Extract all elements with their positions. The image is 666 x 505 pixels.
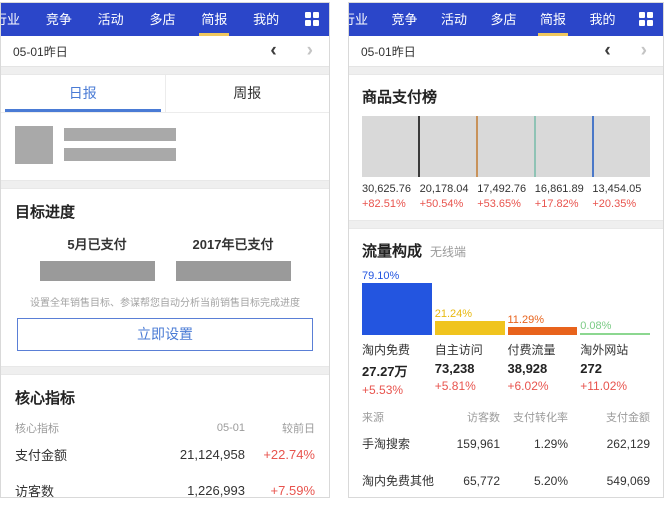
traffic-legend: 淘内免费 27.27万 +5.53% 自主访问 73,238 +5.81% 付费… <box>362 341 650 397</box>
source-table-header: 来源 访客数 支付转化率 支付金额 <box>362 412 650 424</box>
screen-product-traffic: 行业 竞争 活动 多店 简报 我的 05-01昨日 ‹ › 商品支付榜 30,6… <box>348 2 664 498</box>
goal-progress-title: 目标进度 <box>15 204 76 221</box>
traffic-subtitle: 无线端 <box>430 245 467 259</box>
apps-grid-icon[interactable] <box>639 12 654 27</box>
core-metrics-title: 核心指标 <box>15 390 76 407</box>
goal-progress-card: 目标进度 5月已支付 2017年已支付 设置全年销售目标、参谋帮您自动分析当前销… <box>1 188 329 367</box>
nav-tab-briefing[interactable]: 简报 <box>201 3 227 36</box>
nav-tab-competition[interactable]: 竞争 <box>45 12 72 27</box>
nav-tab-activity[interactable]: 活动 <box>97 12 124 27</box>
core-metrics-card: 核心指标 核心指标 05-01 较前日 支付金额 21,124,958 +22.… <box>1 374 329 498</box>
product-pay-values: 30,625.76 20,178.04 17,492.76 16,861.89 … <box>362 183 642 195</box>
product-image[interactable] <box>362 116 418 177</box>
screen-daily-report: 行业 竞争 活动 多店 简报 我的 05-01昨日 ‹ › 日报 周报 <box>0 2 330 498</box>
date-bar: 05-01昨日 ‹ › <box>349 36 663 67</box>
report-tabs-card: 日报 周报 <box>1 74 329 181</box>
product-pay-rank-card: 商品支付榜 30,625.76 20,178.04 17,492.76 16,8… <box>349 74 663 221</box>
legend-paid-traffic: 付费流量 38,928 +6.02% <box>507 343 556 393</box>
nav-tab-competition[interactable]: 竞争 <box>391 12 418 27</box>
goal-year-value-placeholder <box>175 261 291 281</box>
goal-year-column: 2017年已支付 <box>175 234 291 281</box>
traffic-composition-card: 流量构成 无线端 79.10% 21.24% 11.29% 0.08% <box>349 228 663 497</box>
bar-rect <box>580 333 650 335</box>
goal-month-value-placeholder <box>39 261 155 281</box>
goal-month-column: 5月已支付 <box>39 234 155 281</box>
metric-row-visitors[interactable]: 访客数 1,226,993 +7.59% <box>15 483 315 498</box>
nav-tab-mine[interactable]: 我的 <box>589 12 616 27</box>
metric-row-pay-amount[interactable]: 支付金额 21,124,958 +22.74% <box>15 447 315 463</box>
shop-info <box>1 113 329 180</box>
bar-self-visit: 21.24% <box>434 269 505 335</box>
product-image[interactable] <box>418 116 476 177</box>
bar-taowai-site: 0.08% <box>580 269 650 335</box>
apps-grid-icon[interactable] <box>304 12 320 27</box>
chevron-right-icon[interactable]: › <box>640 40 647 61</box>
product-pay-rank-title: 商品支付榜 <box>362 89 438 106</box>
nav-tab-industry[interactable]: 行业 <box>1 12 21 27</box>
bar-rect <box>362 283 432 335</box>
set-goal-button[interactable]: 立即设置 <box>17 318 313 351</box>
product-image[interactable] <box>534 116 592 177</box>
traffic-bar-chart: 79.10% 21.24% 11.29% 0.08% <box>362 269 650 335</box>
goal-columns: 5月已支付 2017年已支付 <box>15 234 315 281</box>
nav-tab-multistore[interactable]: 多店 <box>490 12 517 27</box>
nav-tab-activity[interactable]: 活动 <box>441 12 468 27</box>
core-metrics-header: 核心指标 05-01 较前日 <box>15 422 315 435</box>
chevron-right-icon[interactable]: › <box>306 40 313 61</box>
tab-weekly-report[interactable]: 周报 <box>164 75 330 112</box>
bar-rect <box>507 327 578 335</box>
source-row-shoutao-search[interactable]: 手淘搜索 159,961 1.29% 262,129 <box>362 436 650 452</box>
nav-tab-multistore[interactable]: 多店 <box>149 12 176 27</box>
product-pay-changes: +82.51% +50.54% +53.65% +17.82% +20.35% <box>362 198 637 210</box>
shop-avatar <box>15 126 53 164</box>
report-tabs: 日报 周报 <box>1 75 329 113</box>
legend-taowai-site: 淘外网站 272 +11.02% <box>580 343 629 393</box>
bar-paid-traffic: 11.29% <box>507 269 578 335</box>
product-image[interactable] <box>476 116 534 177</box>
product-images <box>362 116 650 177</box>
top-nav: 行业 竞争 活动 多店 简报 我的 <box>349 3 663 36</box>
bar-taonei-free: 79.10% <box>362 269 432 335</box>
shop-text-placeholder <box>64 126 176 164</box>
bar-rect <box>434 321 505 335</box>
product-image[interactable] <box>592 116 650 177</box>
nav-tab-mine[interactable]: 我的 <box>253 12 280 27</box>
tab-daily-report[interactable]: 日报 <box>1 75 165 112</box>
date-bar: 05-01昨日 ‹ › <box>1 36 329 67</box>
date-label: 05-01昨日 <box>13 44 68 59</box>
legend-taonei-free: 淘内免费 27.27万 +5.53% <box>362 343 411 397</box>
chevron-left-icon[interactable]: ‹ <box>604 40 611 61</box>
goal-year-label: 2017年已支付 <box>192 237 274 252</box>
source-row-taonei-free-other[interactable]: 淘内免费其他 65,772 5.20% 549,069 <box>362 473 650 489</box>
date-label: 05-01昨日 <box>361 44 416 59</box>
chevron-left-icon[interactable]: ‹ <box>270 40 277 61</box>
goal-month-label: 5月已支付 <box>67 237 127 252</box>
goal-note: 设置全年销售目标、参谋帮您自动分析当前销售目标完成进度 <box>30 298 300 309</box>
traffic-source-table: 来源 访客数 支付转化率 支付金额 手淘搜索 159,961 1.29% 262… <box>362 409 650 497</box>
top-nav: 行业 竞争 活动 多店 简报 我的 <box>1 3 329 36</box>
nav-tab-briefing[interactable]: 简报 <box>540 3 566 36</box>
legend-self-visit: 自主访问 73,238 +5.81% <box>434 343 483 393</box>
nav-tab-industry[interactable]: 行业 <box>349 12 369 27</box>
traffic-title: 流量构成 <box>362 243 423 260</box>
traffic-title-row: 流量构成 无线端 <box>362 240 650 261</box>
